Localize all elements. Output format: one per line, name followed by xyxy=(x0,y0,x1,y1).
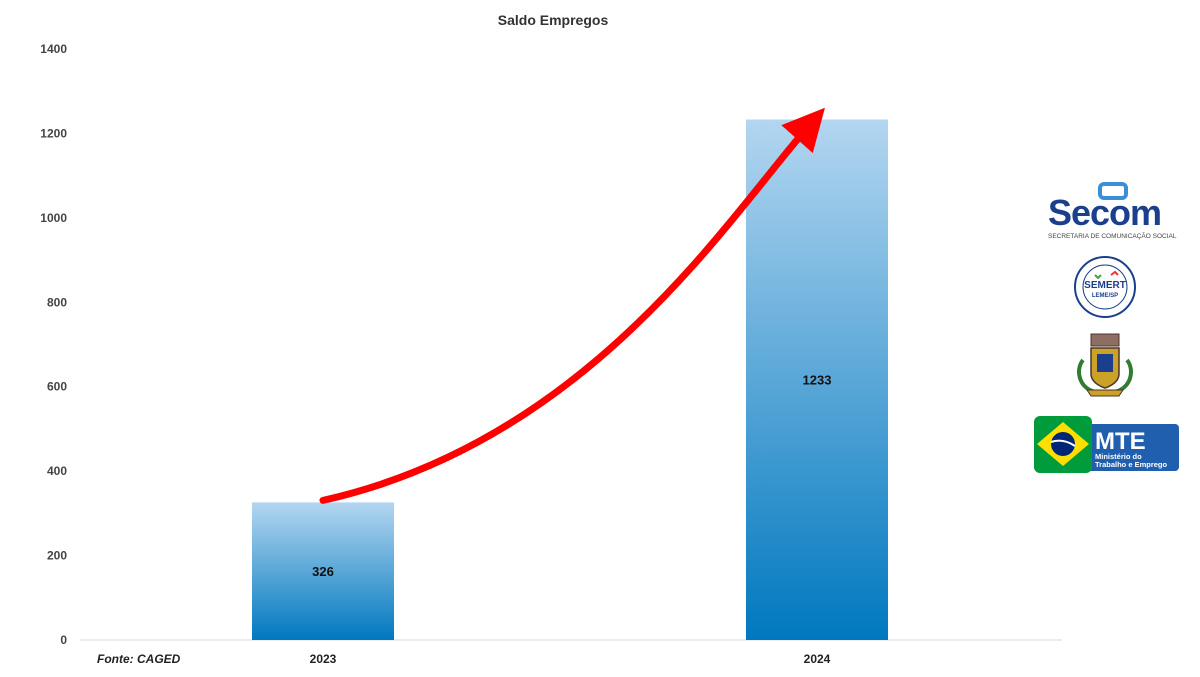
y-tick-label: 400 xyxy=(47,464,67,478)
data-label: 1233 xyxy=(803,373,832,388)
data-label: 326 xyxy=(312,564,334,579)
bar-2023 xyxy=(252,502,394,640)
secom-logo-subtitle: SECRETARIA DE COMUNICAÇÃO SOCIAL xyxy=(1048,233,1177,240)
x-tick-label: 2024 xyxy=(804,652,831,666)
y-tick-label: 1000 xyxy=(40,211,67,225)
source-note: Fonte: CAGED xyxy=(97,652,181,666)
speech-bubble-icon xyxy=(1098,182,1128,200)
y-tick-label: 800 xyxy=(47,295,67,309)
y-tick-label: 200 xyxy=(47,549,67,563)
mte-logo: MTE Ministério do Trabalho e Emprego xyxy=(1034,416,1179,473)
y-tick-label: 0 xyxy=(60,633,67,647)
chart-title: Saldo Empregos xyxy=(498,12,609,28)
y-tick-label: 1400 xyxy=(40,42,67,56)
y-tick-label: 600 xyxy=(47,380,67,394)
mte-line2: Trabalho e Emprego xyxy=(1095,460,1168,469)
municipal-coat-of-arms-icon xyxy=(1077,333,1133,397)
secom-logo: Secom SECRETARIA DE COMUNICAÇÃO SOCIAL xyxy=(1040,180,1176,242)
mte-word: MTE xyxy=(1095,428,1146,455)
y-tick-label: 1200 xyxy=(40,126,67,140)
trend-arrow xyxy=(319,107,825,504)
brazil-flag-icon: MTE Ministério do Trabalho e Emprego xyxy=(1034,416,1179,473)
bars: 326 2023 1233 2024 xyxy=(252,119,888,666)
y-axis: 0 200 400 600 800 1000 1200 1400 xyxy=(40,42,67,647)
bar-2024 xyxy=(746,119,888,640)
semert-seal-icon: SEMERT LEME/SP xyxy=(1074,256,1136,318)
semert-word: SEMERT xyxy=(1084,280,1126,291)
secom-logo-word: Secom xyxy=(1048,192,1162,233)
semert-sub: LEME/SP xyxy=(1092,293,1118,299)
x-tick-label: 2023 xyxy=(310,652,337,666)
mte-line1: Ministério do xyxy=(1095,452,1142,461)
